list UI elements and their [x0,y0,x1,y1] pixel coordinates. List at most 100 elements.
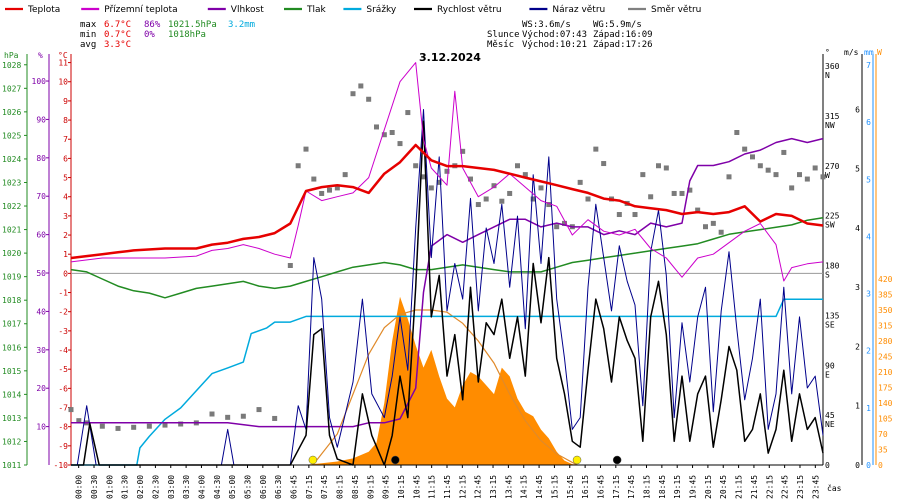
wind-direction-point [640,172,646,178]
wind-direction-point [703,224,708,230]
tick-direction-letter: NW [825,121,835,130]
tick-celsius: -7 [58,404,68,413]
tick-celsius: -6 [58,384,68,393]
x-tick-label: 15:15 [550,475,559,499]
rain-line [71,298,823,466]
x-tick-label: 17:15 [612,475,621,499]
tick-direction-letter: S [825,271,830,280]
axis-unit-celsius: °C [58,51,68,60]
wind-direction-point [812,165,818,171]
wind-direction-point [601,161,607,167]
tick-w: 175 [878,384,893,393]
wind-direction-point [530,196,536,202]
tick-mm: 3 [866,290,871,299]
wind-direction-point [475,202,481,208]
x-tick-label: 02:30 [151,475,160,499]
wind-direction-point [436,179,442,185]
x-tick-label: 23:45 [811,475,820,499]
tick-direction: 0 [825,461,830,470]
x-tick-label: 07:15 [305,475,314,499]
axis-unit-percent: % [38,51,43,60]
x-tick-label: 14:15 [520,475,529,499]
x-tick-label: 21:45 [750,475,759,499]
x-tick-label: 04:30 [213,475,222,499]
x-tick-label: 00:00 [75,475,84,499]
wind-direction-point [656,163,661,169]
tick-celsius: 6 [63,154,68,163]
tick-ms: 5 [855,165,860,174]
chart-title: 3.12.2024 [419,51,481,64]
event-sunrise [308,455,318,465]
tick-hpa: 1018 [2,296,21,305]
tick-percent: 20 [36,384,46,393]
wind-direction-point [734,130,740,135]
tick-direction: 360 [825,62,840,71]
tick-mm: 5 [866,175,871,184]
axis-unit-mm: mm [864,48,874,57]
tick-direction-letter: E [825,370,830,379]
sunrise-text: Východ:07:43 [522,30,587,40]
tick-percent: 70 [36,192,46,201]
wind-direction-point [444,168,450,174]
tick-direction: 225 [825,212,840,221]
wind-direction-point [256,407,262,413]
x-tick-label: 08:15 [336,475,345,499]
wind-direction-point [499,198,505,204]
wind-direction-point [593,146,599,152]
tick-celsius: -3 [58,327,68,336]
wind-direction-point [804,176,810,182]
tick-celsius: -9 [58,442,68,451]
sun-label: Slunce [487,30,520,40]
tick-direction-letter: SE [825,320,835,329]
tick-hpa: 1020 [2,249,21,258]
wind-direction-point [522,172,528,178]
tick-direction: 315 [825,112,840,121]
tick-w: 0 [878,461,883,470]
tick-hpa: 1027 [2,84,21,93]
stat-max-3: 1021.5hPa [168,20,217,30]
tick-hpa: 1016 [2,343,21,352]
wind-direction-point [483,196,489,202]
ws-text: WS:3.6m/s [522,20,571,30]
tick-direction: 45 [825,411,835,420]
wind-direction-point [334,185,340,191]
tick-celsius: 0 [63,269,68,278]
tick-ms: 0 [855,461,860,470]
tick-ms: 4 [855,224,860,233]
x-tick-label: 18:45 [658,475,667,499]
tick-w: 280 [878,337,893,346]
wind-direction-point [671,190,677,196]
wind-direction-point [162,422,168,428]
tick-mm: 7 [866,61,871,70]
temperature-line [70,143,824,260]
x-tick-label: 22:15 [765,475,774,499]
tick-direction: 90 [825,361,835,370]
wind-direction-point [272,415,278,421]
x-tick-label: 12:15 [458,475,467,499]
tick-percent: 10 [36,423,46,432]
tick-hpa: 1012 [2,437,21,446]
tick-direction-letter: NE [825,420,835,429]
x-tick-label: 09:45 [382,475,391,499]
tick-mm: 2 [866,347,871,356]
wind-direction-point [577,179,583,185]
stat-max-2: 86% [144,20,161,30]
x-tick-label: 19:45 [689,475,698,499]
x-tick-label: 20:45 [719,475,728,499]
x-tick-label: 13:45 [504,475,513,499]
tick-celsius: 7 [63,135,68,144]
tick-direction: 270 [825,162,840,171]
wind-direction-point [358,83,364,89]
x-tick-label: 23:15 [796,475,805,499]
tick-ms: 2 [855,342,860,351]
wind-direction-point [797,172,802,178]
wind-direction-point [765,167,771,173]
tick-w: 420 [878,275,893,284]
x-tick-label: 01:00 [105,475,114,499]
wind-direction-point [468,176,473,182]
x-tick-label: 20:15 [704,475,713,499]
wind-direction-point [225,414,231,420]
axis-unit-hpa: hPa [4,51,19,60]
tick-hpa: 1028 [2,61,21,70]
